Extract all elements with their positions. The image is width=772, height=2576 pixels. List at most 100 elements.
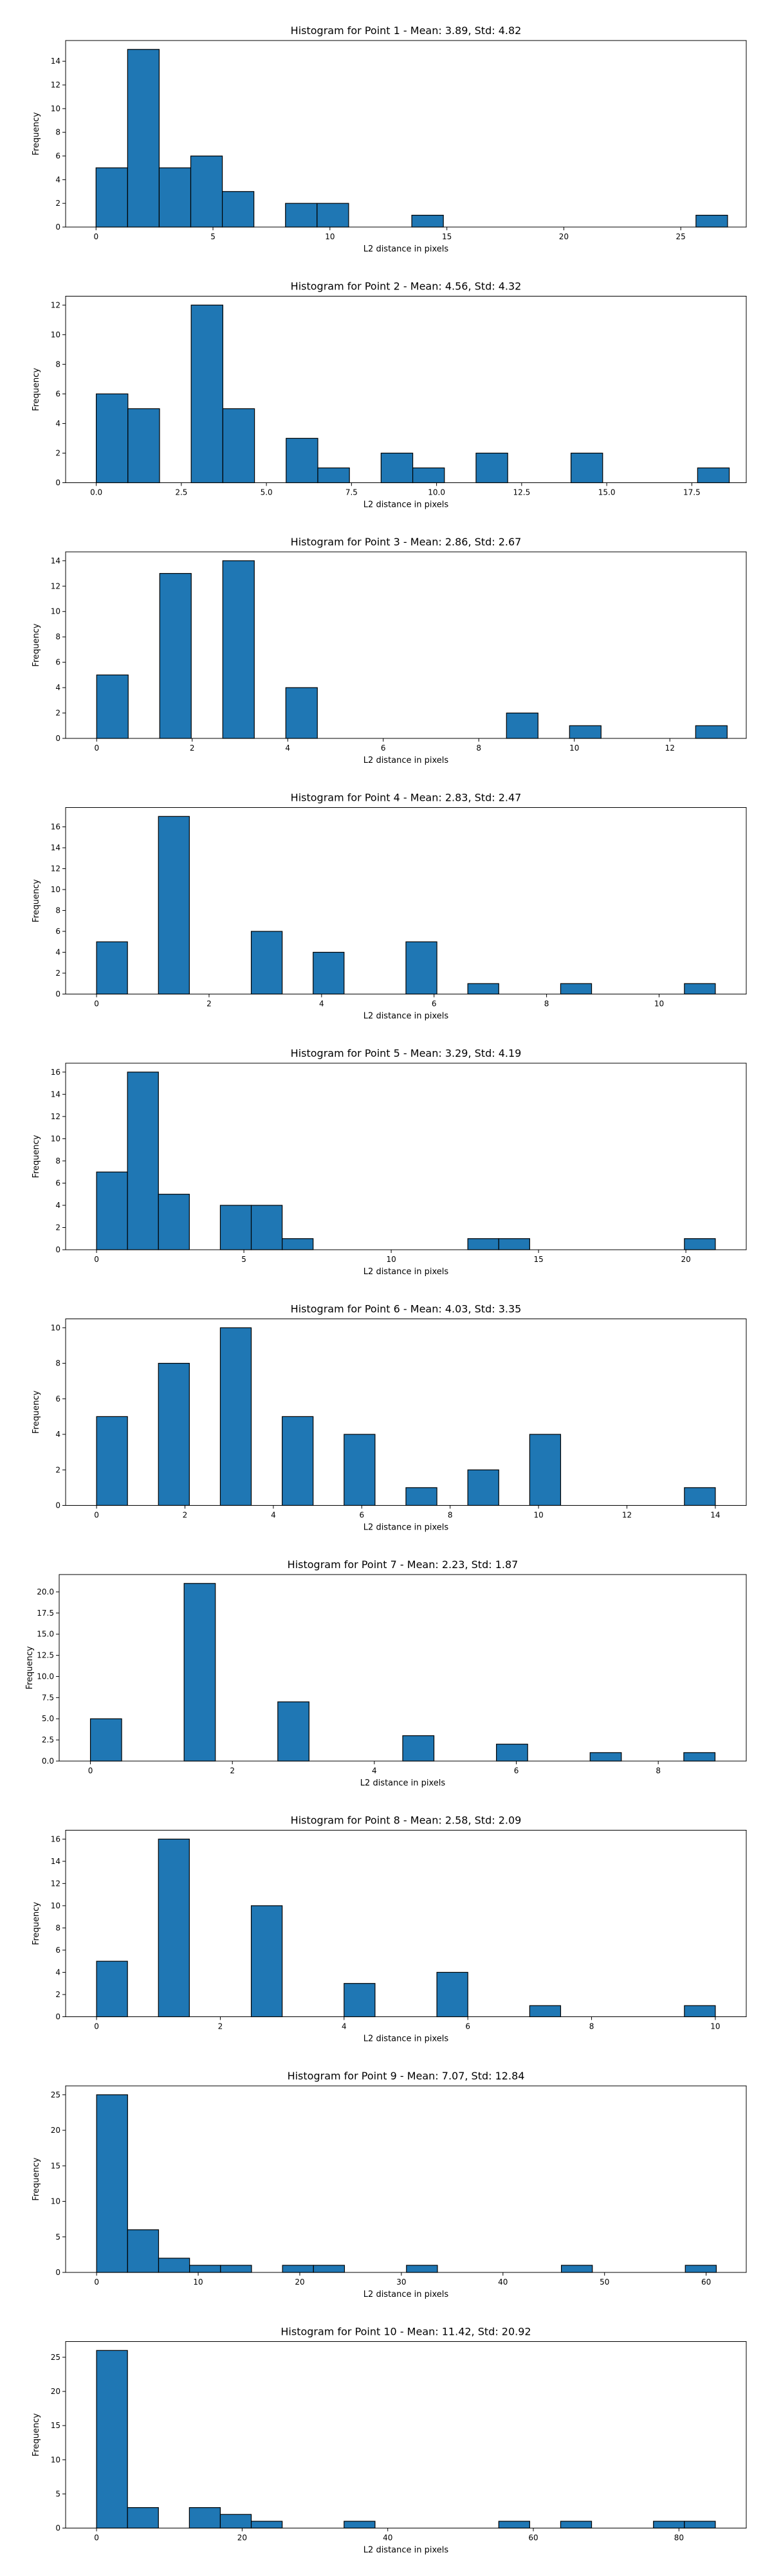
y-tick-label: 4 (55, 175, 60, 184)
y-tick-label: 0 (55, 479, 60, 488)
histogram-bar (189, 2265, 221, 2273)
histogram-bar (570, 452, 603, 484)
y-tick-label: 8 (55, 906, 60, 915)
x-axis-label: L2 distance in pixels (363, 2034, 449, 2044)
histogram-bar (496, 1744, 528, 1762)
y-tick-label: 2 (55, 199, 60, 208)
plot-frame (65, 1830, 747, 2017)
y-tick-label: 10 (51, 1134, 60, 1143)
histogram-bar (560, 2265, 593, 2273)
x-tick-label: 0 (94, 2278, 99, 2287)
y-tick-label: 14 (51, 57, 60, 66)
x-tick-label: 8 (476, 744, 481, 753)
histogram-bar (683, 1752, 716, 1762)
x-tick-label: 20 (237, 2534, 247, 2543)
y-tick-label: 10 (51, 885, 60, 894)
y-tick-label: 7.5 (42, 1693, 54, 1702)
y-tick-label: 0 (55, 734, 60, 743)
histogram-bar (219, 2514, 252, 2529)
y-axis-label: Frequency (32, 1391, 41, 1434)
y-tick-label: 0 (55, 2268, 60, 2277)
histogram-bar (529, 1434, 562, 1506)
x-tick-label: 2 (183, 1511, 188, 1520)
plot-frame (65, 1063, 747, 1250)
histogram-bar (158, 1194, 190, 1250)
y-tick-label: 14 (51, 1090, 60, 1099)
histogram-bar (695, 214, 728, 228)
plot-frame (65, 1319, 747, 1506)
y-axis-label: Frequency (25, 1646, 35, 1689)
y-tick-label: 0 (55, 2013, 60, 2022)
histogram-bar (285, 687, 318, 739)
histogram-bar (96, 2094, 128, 2273)
y-tick-label: 6 (55, 389, 60, 398)
y-tick-label: 8 (55, 1359, 60, 1368)
histogram-bar (684, 1238, 716, 1250)
x-tick-label: 7.5 (345, 488, 358, 497)
x-tick-label: 17.5 (683, 488, 701, 497)
y-tick-label: 12 (51, 581, 60, 590)
x-tick-label: 4 (285, 744, 290, 753)
y-tick-label: 5 (55, 2489, 60, 2498)
x-tick-label: 12 (622, 1511, 632, 1520)
x-tick-label: 15 (533, 1255, 543, 1264)
y-tick-label: 8 (55, 1923, 60, 1932)
x-tick-label: 15 (442, 232, 452, 241)
x-tick-label: 5 (210, 232, 216, 241)
x-tick-label: 0 (94, 1511, 99, 1520)
x-tick-label: 0 (93, 232, 98, 241)
y-tick-label: 15 (51, 2421, 60, 2430)
y-tick-label: 12.5 (37, 1651, 54, 1660)
y-axis-label: Frequency (32, 1902, 41, 1945)
y-tick-label: 0 (55, 1501, 60, 1510)
histogram-bar (285, 203, 318, 228)
x-tick-label: 2 (190, 744, 195, 753)
plot-frame (65, 296, 747, 483)
x-tick-label: 60 (701, 2278, 711, 2287)
histogram-bar (684, 2005, 716, 2018)
y-axis-label: Frequency (32, 112, 41, 155)
plot-frame (65, 2341, 747, 2528)
y-tick-label: 25 (51, 2090, 60, 2099)
y-tick-label: 6 (55, 152, 60, 161)
x-tick-label: 6 (465, 2022, 470, 2031)
y-tick-label: 10 (51, 607, 60, 616)
chart-title: Histogram for Point 4 - Mean: 2.83, Std:… (291, 792, 522, 804)
histogram-bar (411, 214, 444, 228)
y-tick-label: 10 (51, 2455, 60, 2464)
histogram-bar (96, 1171, 128, 1250)
y-axis-label: Frequency (32, 1135, 41, 1178)
histogram-bar (277, 1701, 309, 1762)
x-tick-label: 0 (94, 2022, 99, 2031)
y-tick-label: 8 (55, 632, 60, 641)
y-tick-label: 14 (51, 843, 60, 852)
histogram-bar (684, 983, 716, 995)
y-tick-label: 16 (51, 1834, 60, 1843)
y-tick-label: 6 (55, 927, 60, 936)
chart-title: Histogram for Point 7 - Mean: 2.23, Std:… (288, 1558, 519, 1571)
plot-frame (65, 40, 747, 228)
histogram-bar (589, 1752, 622, 1762)
chart-title: Histogram for Point 8 - Mean: 2.58, Std:… (291, 1814, 522, 1827)
histogram-bar (190, 155, 223, 228)
y-tick-label: 15 (51, 2161, 60, 2170)
y-tick-label: 0 (55, 223, 60, 232)
y-tick-label: 4 (55, 683, 60, 692)
chart-4: Histogram for Point 4 - Mean: 2.83, Std:… (32, 792, 747, 1021)
histogram-bar (158, 167, 192, 228)
histogram-bar (158, 1838, 190, 2018)
x-tick-label: 30 (396, 2278, 406, 2287)
x-tick-label: 12 (665, 744, 675, 753)
plot-frame (59, 1574, 747, 1762)
y-tick-label: 6 (55, 658, 60, 667)
histogram-bar (96, 2350, 128, 2529)
histogram-bar (506, 712, 538, 739)
histogram-bar (188, 2507, 221, 2529)
y-tick-label: 0 (55, 990, 60, 999)
x-tick-label: 8 (448, 1511, 453, 1520)
chart-2: Histogram for Point 2 - Mean: 4.56, Std:… (32, 280, 747, 510)
histogram-bar (127, 1072, 159, 1250)
x-tick-label: 0 (94, 744, 99, 753)
